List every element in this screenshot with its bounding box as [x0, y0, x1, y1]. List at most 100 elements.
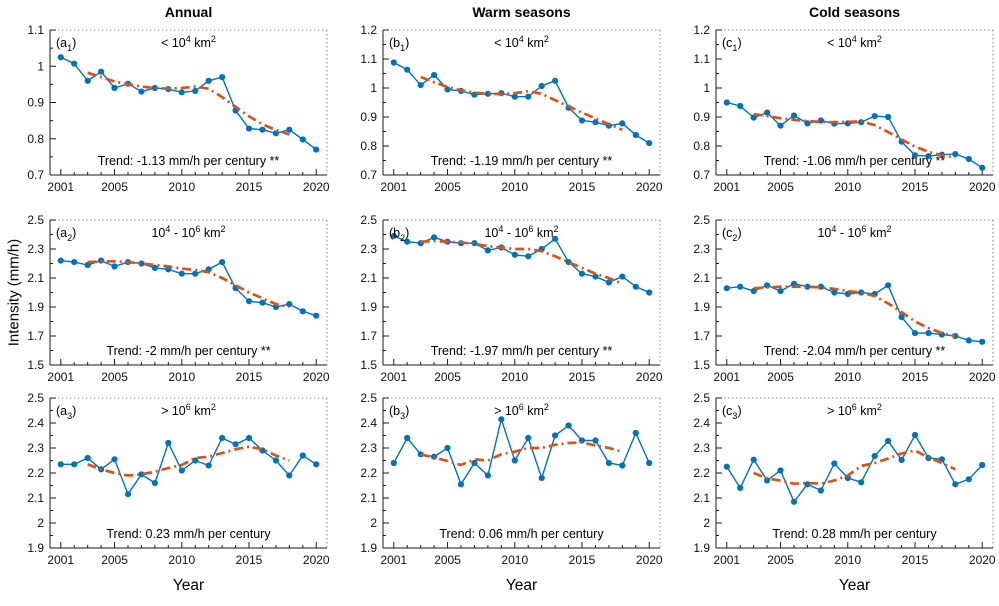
trend-curve: [87, 259, 290, 309]
data-point-marker: [313, 312, 320, 319]
area-class-label: 104 - 106 km2: [817, 224, 891, 240]
data-point-marker: [272, 457, 279, 464]
data-point-marker: [259, 126, 266, 133]
trend-curve: [420, 239, 623, 286]
y-tick-label: 2.5: [360, 213, 377, 227]
data-point-marker: [817, 487, 824, 494]
trend-curve: [753, 285, 956, 338]
data-point-marker: [911, 152, 919, 159]
y-tick-label: 1.9: [693, 300, 710, 314]
panel-label: (b2): [389, 226, 409, 243]
data-point-marker: [457, 481, 465, 488]
data-point-marker: [259, 299, 266, 306]
data-point-marker: [764, 109, 771, 116]
y-axis-label: Intensity (mm/h): [5, 238, 23, 347]
data-point-marker: [737, 283, 744, 290]
data-point-marker: [444, 444, 451, 452]
area-class-label: > 106 km2: [161, 402, 216, 418]
x-tick-label: 2005: [767, 553, 794, 567]
data-point-marker: [84, 77, 91, 84]
data-point-marker: [498, 416, 505, 423]
panel-label: (c3): [722, 404, 742, 421]
data-point-marker: [938, 456, 945, 463]
x-tick-label: 2005: [101, 370, 128, 384]
x-tick-label: 2001: [380, 553, 407, 567]
y-tick-label: 2.5: [693, 391, 710, 405]
data-point-marker: [178, 270, 185, 277]
data-point-marker: [57, 257, 64, 264]
y-tick-label: 1.7: [360, 329, 377, 343]
data-point-marker: [605, 279, 612, 286]
data-point-marker: [871, 113, 878, 120]
x-tick-label: 2020: [303, 180, 330, 194]
data-point-marker: [299, 308, 306, 315]
trend-annotation: Trend: 0.06 mm/h per century: [439, 527, 604, 541]
y-tick-label: 1: [703, 81, 710, 95]
trend-annotation: Trend: -2 mm/h per century **: [106, 344, 270, 358]
panel-label: (b3): [389, 404, 409, 421]
panel-label: (a1): [56, 36, 76, 53]
area-class-label: < 104 km2: [827, 34, 882, 50]
data-point-marker: [192, 270, 199, 277]
y-tick-label: 1: [370, 81, 377, 95]
trend-annotation: Trend: 0.23 mm/h per century: [106, 527, 271, 541]
x-tick-label: 2020: [303, 370, 330, 384]
data-point-marker: [390, 459, 397, 467]
y-tick-label: 1.9: [360, 541, 377, 555]
data-point-marker: [219, 74, 226, 81]
data-point-marker: [98, 68, 105, 75]
data-point-marker: [831, 289, 838, 296]
x-tick-label: 2001: [47, 180, 74, 194]
y-tick-label: 2.3: [27, 242, 44, 256]
data-point-marker: [111, 84, 118, 92]
y-tick-label: 1.9: [360, 300, 377, 314]
trend-annotation: Trend: -2.04 mm/h per century **: [764, 344, 946, 358]
area-class-label: > 106 km2: [494, 402, 549, 418]
data-point-marker: [565, 422, 572, 429]
data-point-marker: [646, 289, 653, 296]
data-point-marker: [111, 263, 118, 270]
panel-label: (a3): [56, 404, 76, 421]
column-title: Cold seasons: [809, 4, 900, 20]
data-point-marker: [111, 456, 118, 463]
x-tick-label: 2001: [713, 370, 740, 384]
trend-curve: [420, 75, 623, 132]
x-tick-label: 2020: [969, 370, 996, 384]
data-point-marker: [431, 71, 438, 79]
y-tick-label: 2.4: [360, 416, 377, 430]
data-point-marker: [245, 125, 253, 132]
data-point-marker: [313, 146, 320, 153]
data-point-marker: [178, 467, 185, 474]
x-tick-label: 2010: [501, 180, 528, 194]
data-point-marker: [723, 285, 730, 292]
data-point-marker: [777, 122, 784, 129]
chart-panel-c2-cold-mid-area: 2001 2005 2010 2015 2020 1.5 1.7 1.9 2.1 2.3 2.5 (c…: [693, 213, 996, 384]
y-tick-label: 1.1: [693, 52, 710, 66]
data-point-marker: [885, 113, 892, 121]
data-point-marker: [592, 273, 599, 280]
data-point-marker: [245, 298, 253, 305]
x-tick-label: 2010: [501, 370, 528, 384]
x-tick-label: 2005: [767, 370, 794, 384]
data-point-marker: [979, 164, 986, 171]
data-point-marker: [525, 253, 532, 260]
x-tick-label: 2010: [501, 553, 528, 567]
data-point-marker: [219, 259, 226, 266]
area-class-label: < 104 km2: [494, 34, 549, 50]
data-point-marker: [471, 459, 478, 467]
trend-annotation: Trend: -1.06 mm/h per century **: [764, 154, 946, 168]
x-tick-label: 2020: [636, 553, 663, 567]
data-point-marker: [538, 82, 545, 90]
y-tick-label: 0.9: [27, 96, 44, 110]
y-tick-label: 1.9: [693, 541, 710, 555]
data-point-marker: [777, 288, 784, 295]
area-class-label: 104 - 106 km2: [151, 224, 225, 240]
data-point-marker: [286, 126, 293, 133]
x-tick-label: 2015: [569, 180, 596, 194]
chart-panel-c1-cold-small-area: 2001 2005 2010 2015 2020 0.7 0.8 0.9 1 1.1 1.2 Cold…: [693, 4, 996, 194]
panel-label: (c2): [722, 226, 742, 243]
data-point-marker: [71, 259, 78, 266]
panel-label: (c1): [722, 36, 742, 53]
data-point-marker: [404, 434, 411, 442]
